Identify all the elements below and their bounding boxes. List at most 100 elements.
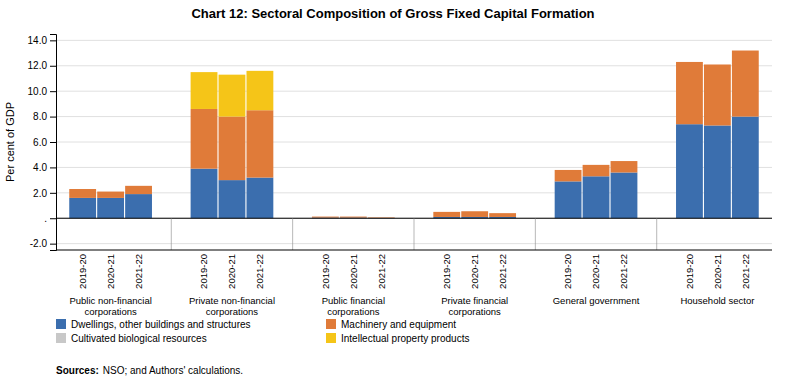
- bar-segment: [125, 194, 152, 218]
- bar-segment: [555, 181, 582, 218]
- y-tick: 4.0: [33, 162, 56, 173]
- bar-segment: [340, 216, 367, 217]
- x-axis: 2019-202020-212021-22: [684, 254, 751, 289]
- x-tick: 2019-20: [684, 254, 695, 289]
- grid-line: [56, 116, 772, 117]
- bar-segment: [191, 72, 218, 109]
- y-tick-mark: [50, 117, 56, 118]
- x-tick-label: 2021-22: [254, 254, 265, 289]
- legend-swatch: [56, 319, 66, 329]
- group-separator: [292, 218, 293, 250]
- x-axis: 2019-20 2020-21 2021-22: [198, 254, 265, 289]
- bar-segment: [246, 110, 273, 177]
- x-tick-label: 2021-22: [133, 254, 144, 289]
- bar-segment: [489, 213, 516, 217]
- group-labels: Public non-financialcorporationsPrivate …: [69, 295, 754, 317]
- group-label: Private financialcorporations: [441, 295, 508, 317]
- bar-segment: [312, 216, 339, 217]
- grid-line: [56, 91, 772, 92]
- legend-swatch: [326, 333, 336, 343]
- legend-label: Machinery and equipment: [341, 319, 456, 330]
- x-tick: 2020-21: [590, 254, 601, 289]
- x-tick: 2020-21: [226, 254, 237, 289]
- y-tick: 6.0: [33, 137, 56, 148]
- bar-segment: [611, 172, 638, 218]
- bar-segment: [732, 50, 759, 51]
- legend-item: Dwellings, other buildings and structure…: [56, 319, 251, 330]
- x-tick: 2019-20: [562, 254, 573, 289]
- x-tick-label: 2019-20: [198, 254, 209, 289]
- x-tick-label: 2020-21: [590, 254, 601, 289]
- bar-segment: [312, 217, 339, 218]
- group-label: Public financialcorporations: [322, 295, 385, 317]
- source-text: NSO; and Authors' calculations.: [103, 365, 243, 376]
- y-tick-label: 12.0: [28, 60, 48, 71]
- x-tick: 2019-20: [198, 254, 209, 289]
- y-axis: -2.0.2.04.06.08.010.012.014.0: [28, 35, 57, 251]
- y-tick: 10.0: [28, 86, 56, 97]
- group-label-line: Public non-financial: [69, 295, 151, 306]
- bar-segment: [69, 189, 96, 190]
- x-axis: 2019-20 2020-21 2021-22: [562, 254, 629, 289]
- bar-segment: [246, 178, 273, 219]
- group-label-line: corporations: [327, 306, 380, 317]
- bar-segment: [312, 216, 339, 217]
- y-tick-mark: [50, 66, 56, 67]
- title: Chart 12: Sectoral Composition of Gross …: [191, 6, 594, 21]
- x-tick-label: 2021-22: [376, 254, 387, 289]
- group-label: Household sector: [680, 295, 754, 306]
- bar-segment: [97, 198, 124, 218]
- group-label-line: corporations: [84, 306, 137, 317]
- legend-label: Intellectual property products: [341, 333, 469, 344]
- y-tick-mark: [50, 218, 56, 219]
- x-tick-label: 2020-21: [469, 254, 480, 289]
- x-tick-label: 2019-20: [441, 254, 452, 289]
- bar-segment: [704, 64, 731, 65]
- bar-segment: [611, 161, 638, 172]
- group-label: Public non-financialcorporations: [69, 295, 151, 317]
- y-tick-label: 6.0: [33, 137, 47, 148]
- bar-segment: [489, 213, 516, 214]
- legend-label: Dwellings, other buildings and structure…: [71, 319, 251, 330]
- x-tick-label: 2021-22: [740, 254, 751, 289]
- bar-segment: [125, 185, 152, 186]
- legend-label: Cultivated biological resources: [71, 333, 207, 344]
- x-tick-label: 2019-20: [684, 254, 695, 289]
- y-tick-label: .: [44, 213, 47, 224]
- y-tick: 12.0: [28, 60, 56, 71]
- bar-segment: [676, 62, 703, 124]
- legend-swatch: [56, 333, 66, 343]
- bar-segment: [97, 192, 124, 198]
- group-label-line: Private non-financial: [189, 295, 275, 306]
- bar-segment: [219, 117, 246, 181]
- bar-segment: [732, 117, 759, 219]
- group-separator: [414, 218, 415, 250]
- bar-segment: [676, 124, 703, 218]
- x-tick: 2019-20: [320, 254, 331, 289]
- x-tick: 2020-21: [348, 254, 359, 289]
- x-tick-label: 2020-21: [348, 254, 359, 289]
- bar-segment: [219, 180, 246, 218]
- x-axis: 2019-20 2020-21 2021-22: [320, 254, 387, 289]
- x-tick: 2021-22: [376, 254, 387, 289]
- legend-item: Cultivated biological resources: [56, 333, 207, 344]
- y-tick-label: 4.0: [33, 162, 47, 173]
- y-tick-label: 2.0: [33, 188, 47, 199]
- x-tick: 2021-22: [618, 254, 629, 289]
- group-label-line: Public financial: [322, 295, 385, 306]
- grid-line: [56, 192, 772, 193]
- chart: Chart 12: Sectoral Composition of Gross …: [0, 0, 786, 382]
- x-tick-label: 2020-21: [226, 254, 237, 289]
- bar-segment: [69, 189, 96, 190]
- y-tick: 2.0: [33, 188, 56, 199]
- bar-segment: [433, 211, 460, 212]
- y-tick-mark: [50, 244, 56, 245]
- y-tick-label: 10.0: [28, 86, 48, 97]
- bar-segment: [461, 211, 488, 212]
- x-tick: 2020-21: [105, 254, 116, 289]
- group-separator: [171, 218, 172, 250]
- y-tick-label: 14.0: [28, 35, 48, 46]
- group-label: General government: [553, 295, 640, 306]
- bar-segment: [340, 217, 367, 218]
- bar-segment: [461, 211, 488, 212]
